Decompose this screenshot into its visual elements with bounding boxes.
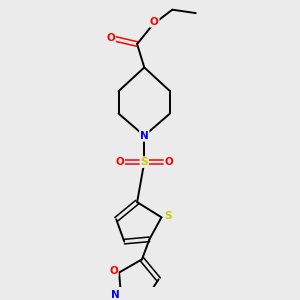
Text: N: N (140, 131, 149, 141)
Text: O: O (106, 33, 115, 43)
Text: O: O (150, 17, 159, 27)
Text: O: O (115, 157, 124, 167)
Text: O: O (164, 157, 173, 167)
Text: S: S (164, 211, 172, 221)
Text: S: S (140, 157, 148, 167)
Text: O: O (109, 266, 118, 276)
Text: N: N (111, 290, 120, 300)
